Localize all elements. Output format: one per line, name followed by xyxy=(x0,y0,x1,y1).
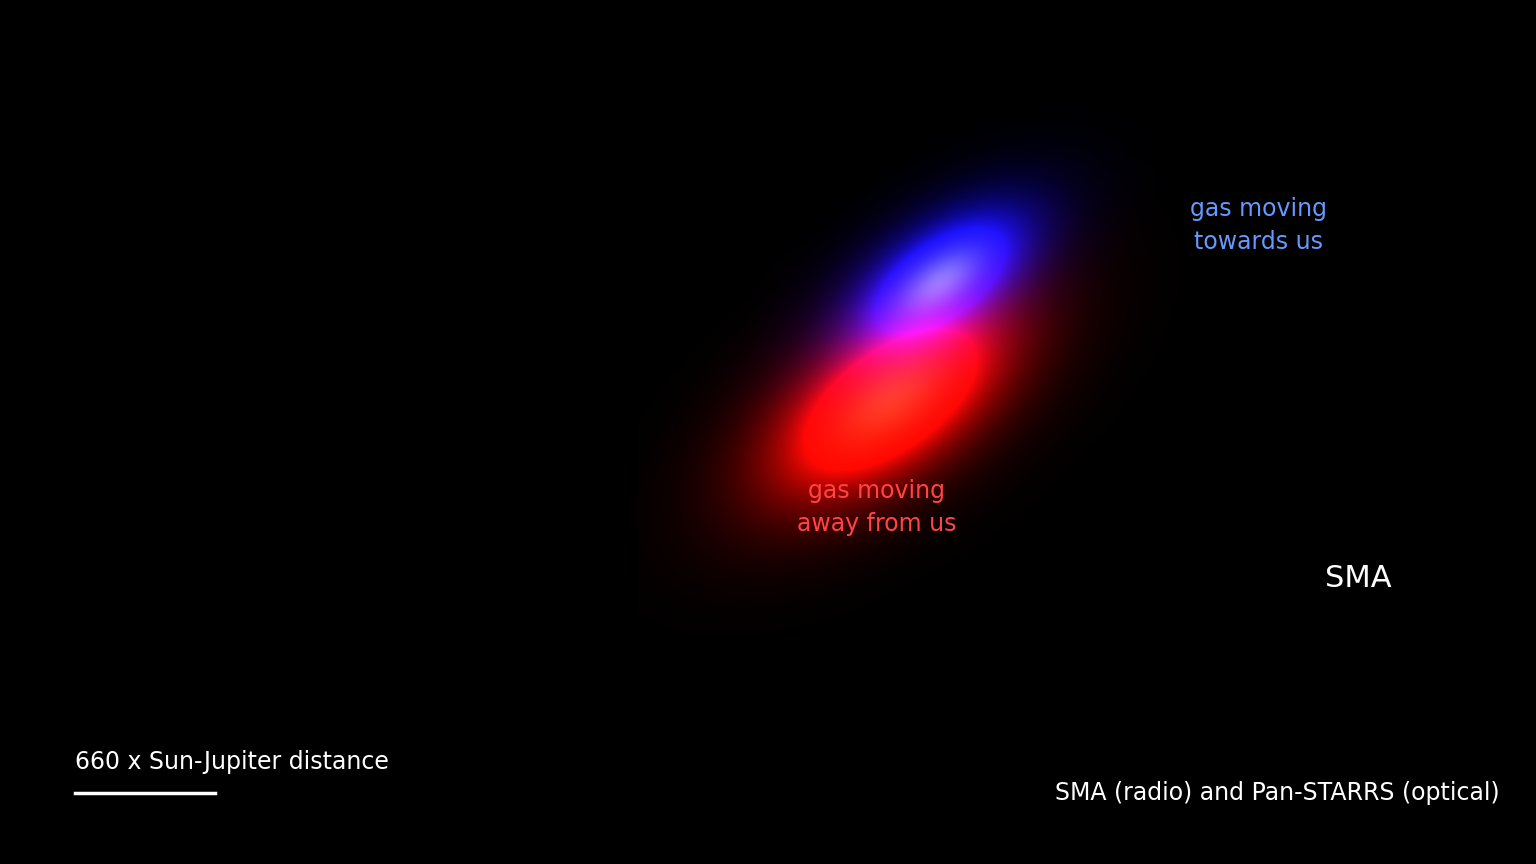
Bar xyxy=(637,100,1505,670)
Text: SMA: SMA xyxy=(1326,564,1392,594)
Text: 660 x Sun-Jupiter distance: 660 x Sun-Jupiter distance xyxy=(75,750,389,774)
Text: gas moving
towards us: gas moving towards us xyxy=(1190,197,1327,254)
Text: gas moving
away from us: gas moving away from us xyxy=(797,479,957,537)
Text: SMA (radio) and Pan-STARRS (optical): SMA (radio) and Pan-STARRS (optical) xyxy=(1055,781,1501,805)
Bar xyxy=(137,272,505,650)
